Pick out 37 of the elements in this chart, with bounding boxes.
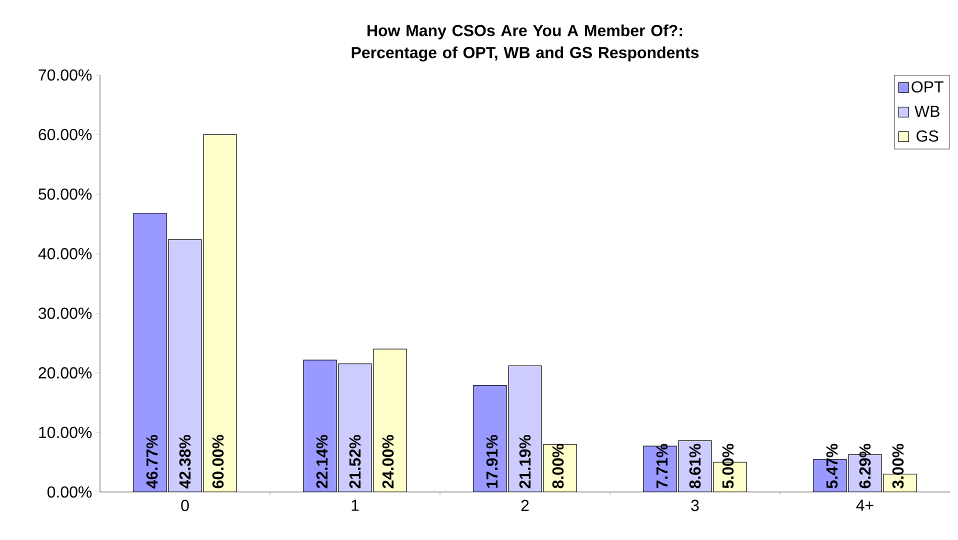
data-label: 3.00% [892, 444, 904, 488]
bar [374, 349, 407, 492]
y-tick-label: 0.00% [47, 486, 92, 498]
data-label: 7.71% [656, 444, 668, 488]
y-tick-label: 30.00% [38, 308, 92, 319]
x-tick-label: 1 [352, 500, 359, 511]
data-label: 17.91% [486, 434, 498, 488]
data-label: 5.47% [826, 444, 838, 488]
bar [304, 360, 337, 492]
y-tick-label: 10.00% [39, 426, 92, 438]
bar [474, 385, 507, 492]
bar [134, 213, 167, 492]
x-tick-label: 2 [521, 500, 529, 511]
y-tick-label: 20.00% [38, 367, 92, 379]
legend-label: GS [916, 130, 938, 142]
x-tick-label: 0 [181, 500, 189, 512]
y-tick-label: 40.00% [38, 248, 92, 260]
data-label: 6.29% [859, 444, 871, 488]
data-label: 8.61% [689, 444, 701, 488]
data-label: 8.00% [552, 444, 564, 488]
y-tick-label: 50.00% [38, 188, 92, 200]
legend-label: OPT [912, 81, 944, 93]
data-label: 21.19% [519, 434, 531, 488]
data-label: 24.00% [382, 434, 394, 488]
x-tick-label: 3 [691, 500, 699, 512]
legend-label: WB [914, 106, 940, 117]
bar [204, 134, 237, 492]
data-label: 21.52% [349, 434, 361, 488]
y-tick-label: 60.00% [38, 128, 92, 140]
data-label: 46.77% [146, 434, 158, 489]
data-label: 60.00% [212, 434, 224, 488]
y-tick-label: 70.00% [38, 69, 92, 81]
data-label: 5.00% [722, 444, 734, 488]
chart-title: How Many CSOs Are You A Member Of?: Percentage of OPT, WB and GS Respondents [352, 24, 699, 62]
data-label: 22.14% [316, 434, 328, 488]
data-label: 42.38% [179, 434, 191, 489]
x-tick-label: 4+ [856, 500, 874, 511]
